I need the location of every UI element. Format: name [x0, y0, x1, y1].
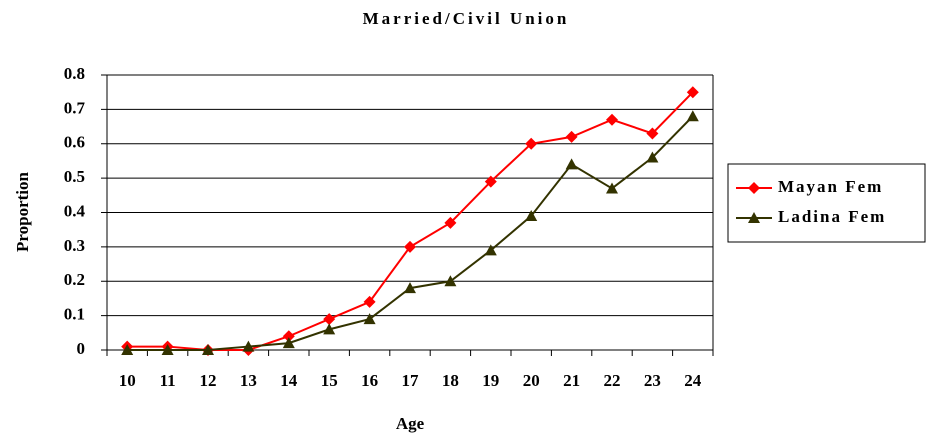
marker	[525, 137, 538, 150]
marker	[565, 158, 578, 170]
marker	[404, 282, 416, 294]
marker	[565, 130, 578, 143]
marker	[748, 182, 760, 194]
x-tick-label: 22	[604, 371, 621, 390]
x-tick-label: 15	[321, 371, 338, 390]
marker	[363, 313, 376, 325]
legend: Mayan Fem Ladina Fem	[727, 163, 926, 243]
y-tick-label: 0.7	[64, 98, 86, 117]
marker	[444, 216, 457, 229]
x-tick-label: 17	[402, 371, 420, 390]
chart-title: Married/Civil Union	[363, 9, 570, 28]
marker	[484, 244, 497, 256]
marker	[484, 175, 497, 188]
marker	[242, 340, 255, 352]
marker	[686, 110, 699, 122]
y-tick-label: 0	[77, 339, 86, 358]
x-tick-label: 21	[563, 371, 580, 390]
x-tick-label: 24	[684, 371, 702, 390]
x-tick-label: 10	[119, 371, 136, 390]
series-line	[127, 91, 694, 351]
legend-text: Ladina Fem	[778, 207, 886, 226]
marker	[323, 313, 336, 326]
marker	[606, 113, 618, 126]
y-tick-label: 0.3	[64, 236, 85, 255]
legend-box	[727, 163, 926, 243]
legend-text: Mayan Fem	[778, 177, 883, 196]
y-tick-label: 0.8	[64, 64, 85, 83]
marker	[121, 344, 134, 355]
marker	[646, 151, 659, 163]
marker	[525, 209, 538, 221]
marker	[282, 337, 295, 349]
x-axis-label: Age	[396, 414, 425, 433]
marker	[646, 127, 659, 140]
marker	[202, 344, 214, 355]
x-tick-label: 16	[361, 371, 378, 390]
y-axis-label: Proportion	[13, 171, 32, 252]
marker	[686, 86, 699, 99]
marker	[606, 182, 618, 194]
y-tick-label: 0.6	[64, 133, 85, 152]
series-line	[127, 115, 694, 351]
marker	[444, 275, 457, 287]
y-tick-label: 0.5	[64, 167, 85, 186]
x-tick-label: 20	[523, 371, 540, 390]
x-tick-label: 12	[200, 371, 217, 390]
x-tick-label: 19	[482, 371, 499, 390]
marker	[363, 295, 376, 308]
x-tick-label: 23	[644, 371, 661, 390]
marker	[404, 240, 416, 253]
marker	[282, 330, 295, 343]
x-tick-label: 13	[240, 371, 257, 390]
y-tick-label: 0.2	[64, 270, 85, 289]
y-tick-label: 0.4	[64, 201, 86, 220]
x-tick-label: 18	[442, 371, 459, 390]
marker	[748, 212, 760, 223]
x-tick-label: 14	[280, 371, 298, 390]
y-tick-label: 0.1	[64, 305, 85, 324]
marker	[323, 323, 336, 335]
marker	[161, 344, 174, 355]
x-tick-label: 11	[160, 371, 176, 390]
